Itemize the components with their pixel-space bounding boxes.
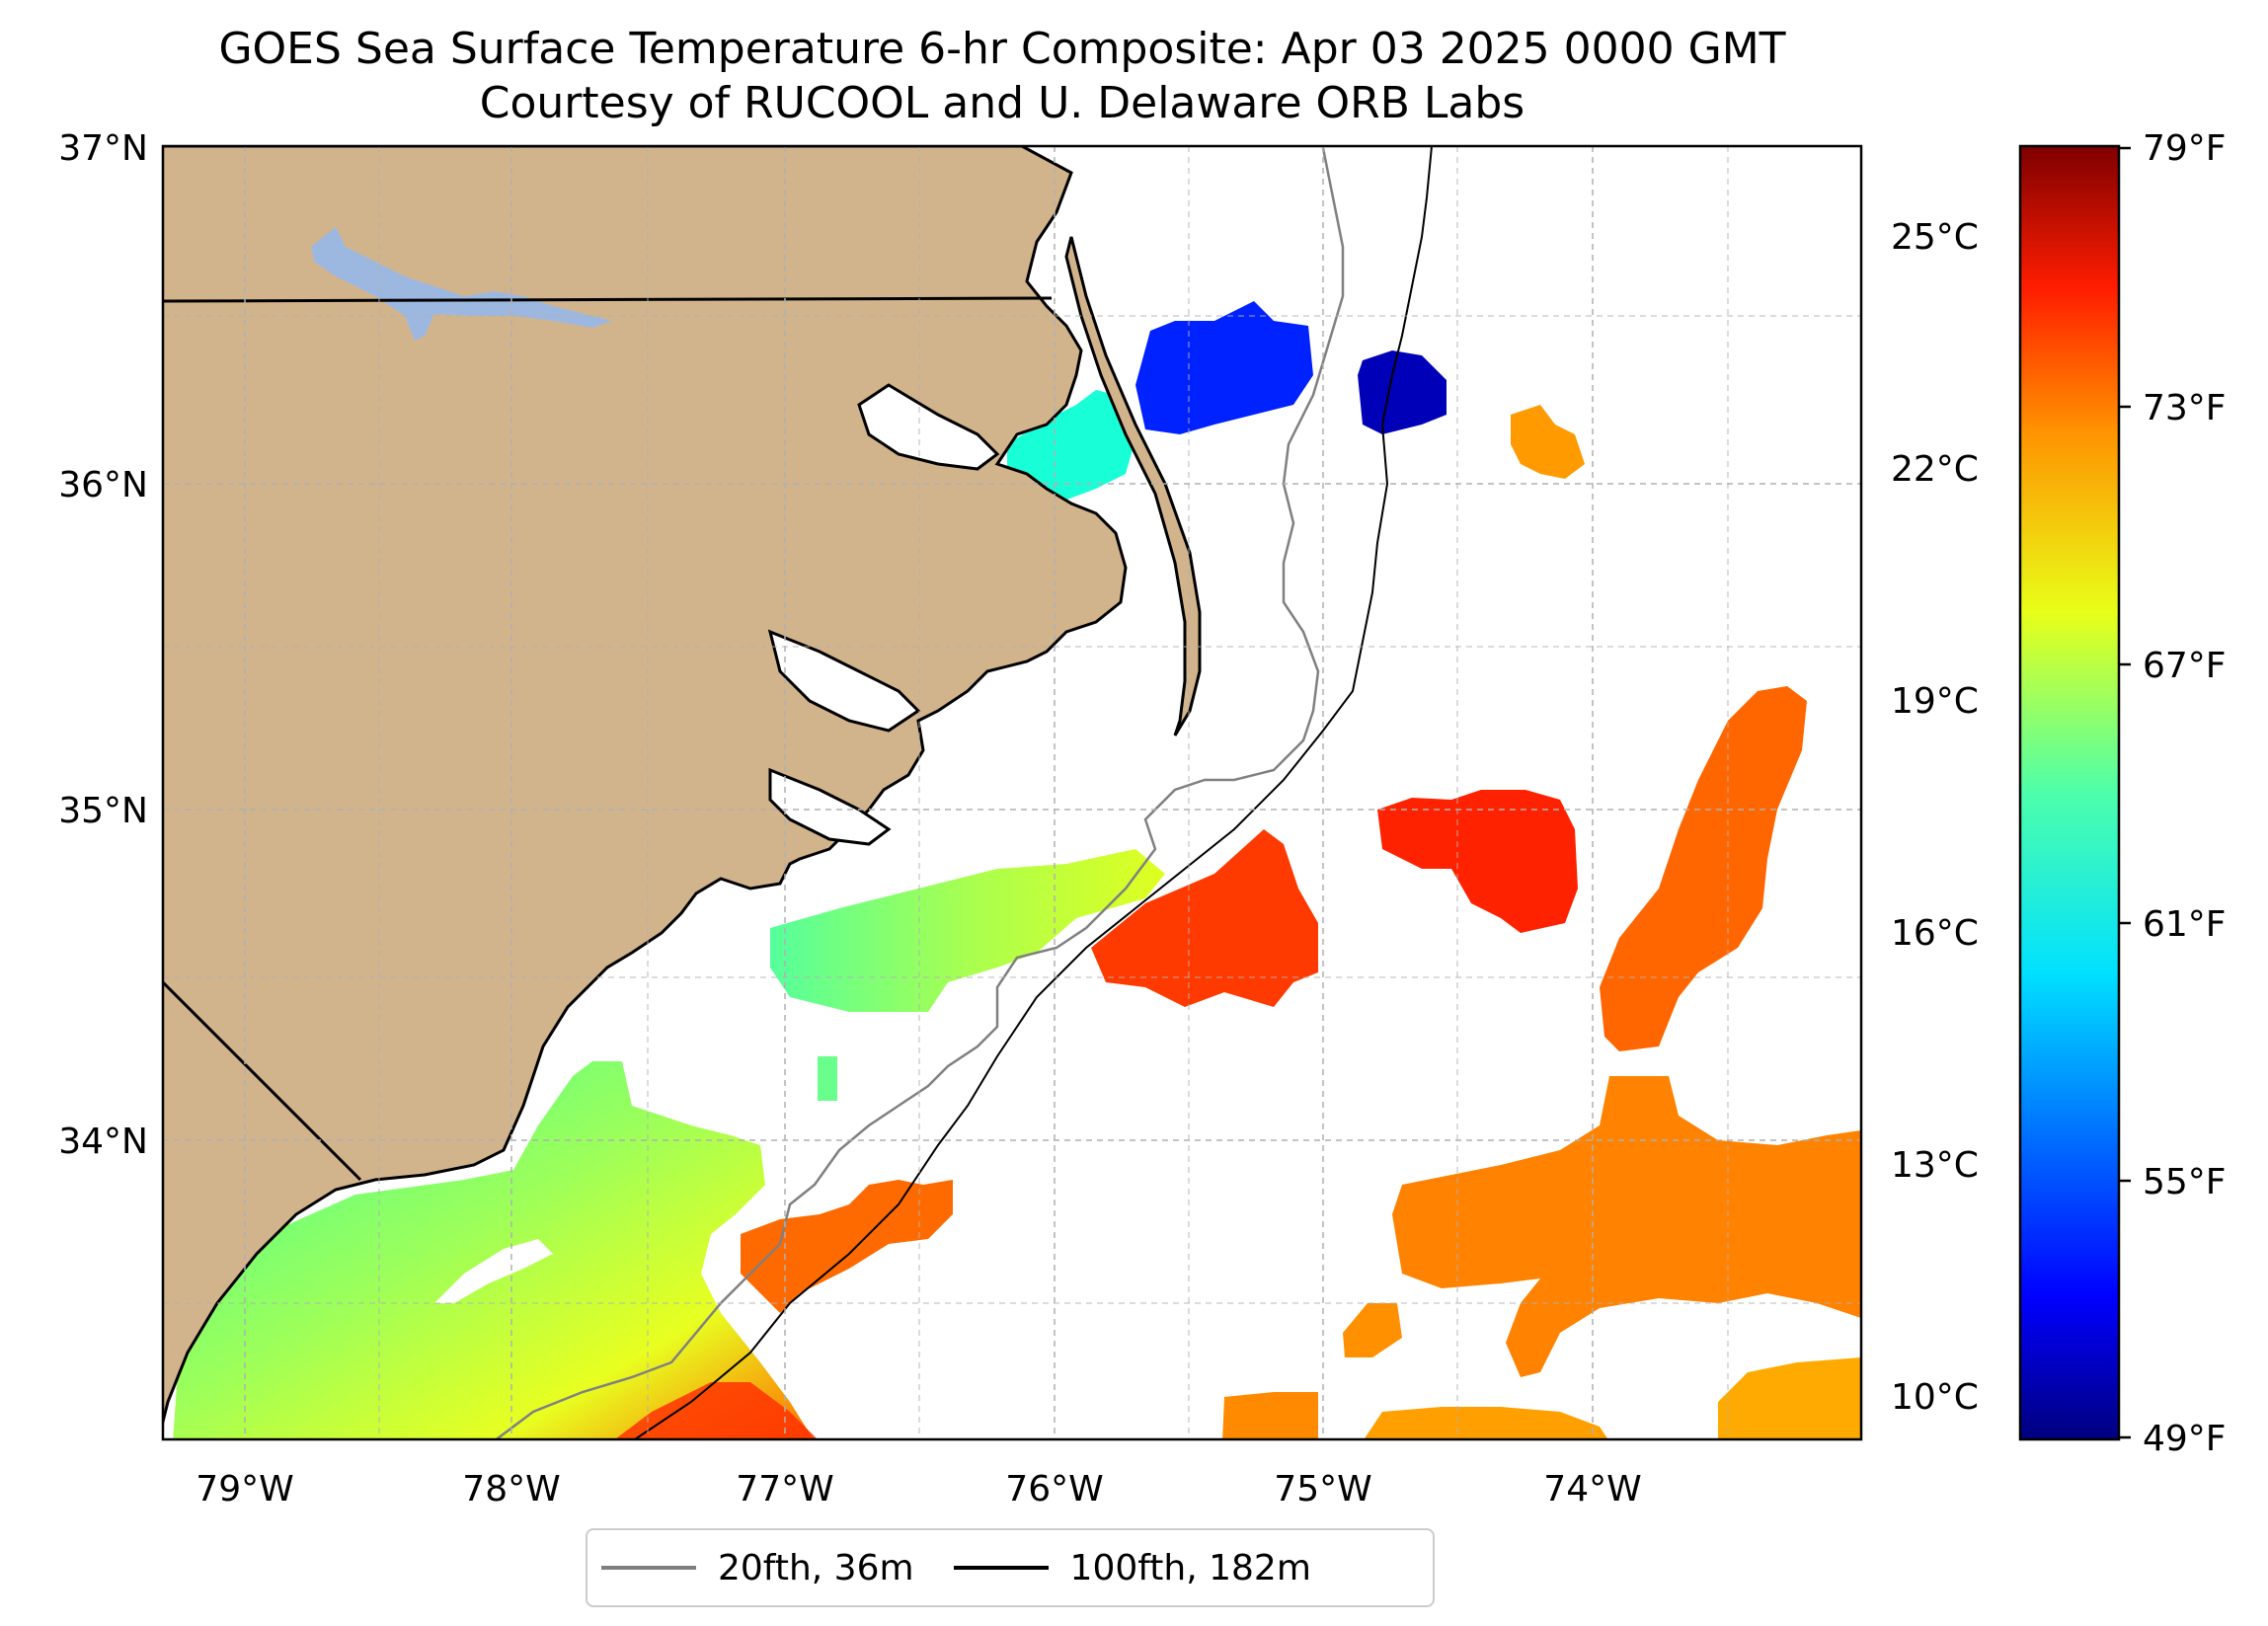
contour-20fth — [494, 147, 1345, 1439]
lat-label-37: 37°N — [58, 128, 148, 169]
colorbar-gradient — [2018, 144, 2121, 1441]
longitude-labels: 79°W 78°W 77°W 76°W 75°W 74°W — [196, 1469, 1641, 1510]
sst-blue-north — [1135, 301, 1313, 434]
title-line-2: Courtesy of RUCOOL and U. Delaware ORB L… — [479, 78, 1525, 128]
celsius-label-13: 13°C — [1891, 1145, 1979, 1186]
sst-orange-band-east — [1600, 686, 1807, 1051]
fahrenheit-label-61: 61°F — [2143, 904, 2227, 945]
land — [163, 146, 1202, 1429]
fahrenheit-label-79: 79°F — [2143, 128, 2227, 169]
sst-darkblue-north — [1358, 350, 1447, 434]
lon-label-75: 75°W — [1274, 1469, 1371, 1510]
land-sound-cutout-1 — [857, 383, 1000, 471]
sst-orange-south-large — [1392, 1076, 1861, 1377]
lon-label-76: 76°W — [1005, 1469, 1103, 1510]
land-sound-cutout-3 — [768, 767, 892, 846]
bathymetry — [494, 146, 1433, 1439]
celsius-label-10: 10°C — [1891, 1377, 1979, 1418]
legend-item-100fth: 100fth, 182m — [953, 1547, 1311, 1588]
title-line-1: GOES Sea Surface Temperature 6-hr Compos… — [218, 24, 1786, 74]
sst-orange-mid-shelf — [741, 1180, 953, 1313]
land-sound-cutout-2 — [767, 629, 921, 733]
legend-label-100fth: 100fth, 182m — [1069, 1547, 1311, 1588]
legend-item-20fth: 20fth, 36m — [601, 1548, 914, 1588]
lat-label-36: 36°N — [58, 465, 148, 505]
celsius-label-25: 25°C — [1891, 217, 1979, 258]
sst-nearshore-south — [173, 1061, 814, 1439]
contour-100fth — [633, 146, 1433, 1439]
lat-label-34: 34°N — [58, 1122, 148, 1162]
state-border-nc-sc — [163, 980, 362, 1182]
sst-midshelf — [770, 849, 1165, 1012]
latitude-labels: 37°N 36°N 35°N 34°N — [58, 128, 148, 1162]
land-mainland — [163, 146, 1128, 1429]
lon-label-77: 77°W — [736, 1469, 833, 1510]
sst-orange-south-left — [1222, 1392, 1318, 1439]
fahrenheit-label-67: 67°F — [2143, 646, 2227, 686]
celsius-label-19: 19°C — [1891, 681, 1979, 722]
legend-line-100fth — [953, 1566, 1049, 1570]
lat-label-35: 35°N — [58, 791, 148, 831]
celsius-label-22: 22°C — [1891, 449, 1979, 490]
fahrenheit-label-49: 49°F — [2143, 1419, 2227, 1459]
legend-line-20fth — [601, 1566, 696, 1570]
colorbar: 79°F 73°F 67°F 61°F 55°F 49°F — [2018, 128, 2227, 1459]
map-frame — [161, 144, 1863, 1441]
fahrenheit-label-55: 55°F — [2143, 1162, 2227, 1202]
sst-cyan-sound — [1007, 390, 1135, 503]
sst-field — [173, 301, 1861, 1439]
sst-small-green — [818, 1056, 837, 1101]
legend: 20fth, 36m 100fth, 182m — [586, 1528, 1435, 1607]
fahrenheit-label-73: 73°F — [2143, 388, 2227, 428]
sst-gap-white — [434, 1239, 553, 1303]
land-outer-banks — [1064, 236, 1202, 736]
state-border-nc-va — [163, 296, 1053, 303]
sst-orange-south-bottom — [1364, 1407, 1608, 1439]
sst-warm-corner — [614, 1382, 818, 1439]
lon-label-78: 78°W — [462, 1469, 560, 1510]
sst-orange-northeast — [1511, 405, 1585, 479]
gridlines — [163, 146, 1861, 1439]
map-area — [163, 146, 1861, 1439]
sst-orange-southeast — [1718, 1357, 1861, 1439]
sst-orange-small-1 — [1343, 1303, 1402, 1357]
sst-red-shelfbreak — [1091, 829, 1318, 1007]
lon-label-74: 74°W — [1543, 1469, 1641, 1510]
lon-label-79: 79°W — [196, 1469, 293, 1510]
sst-red-offshore — [1377, 790, 1578, 933]
lake — [311, 227, 612, 341]
legend-label-20fth: 20fth, 36m — [718, 1547, 914, 1588]
celsius-labels: 25°C 22°C 19°C 16°C 13°C 10°C — [1891, 217, 1979, 1418]
colorbar-ticks — [2119, 146, 2131, 1439]
celsius-label-16: 16°C — [1891, 913, 1979, 954]
chart-title: GOES Sea Surface Temperature 6-hr Compos… — [0, 22, 2004, 130]
